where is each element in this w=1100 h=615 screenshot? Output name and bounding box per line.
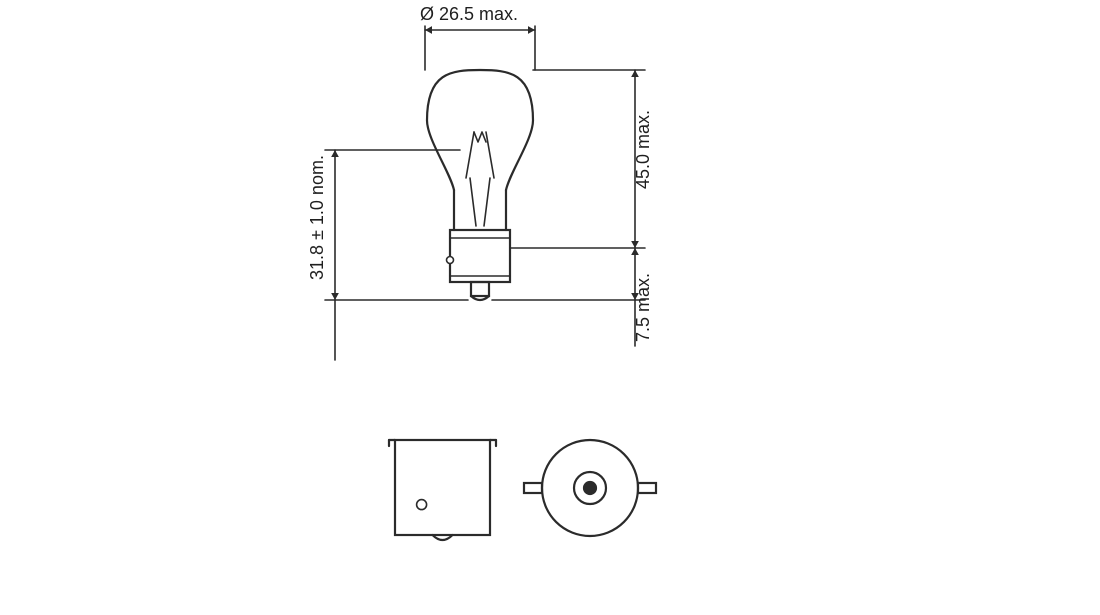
dim-filament-label: 31.8 ± 1.0 nom. xyxy=(307,155,327,280)
diagram-stage: Ø 26.5 max. 45.0 max. 7.5 max. 31.8 ± 1.0 n… xyxy=(0,0,1100,615)
dim-diameter-label: Ø 26.5 max. xyxy=(420,4,518,24)
base-side-view xyxy=(395,440,490,535)
diagram-svg: Ø 26.5 max. 45.0 max. 7.5 max. 31.8 ± 1.0 n… xyxy=(0,0,1100,615)
bulb-glass xyxy=(427,70,533,190)
dim-height-total-label: 45.0 max. xyxy=(633,110,653,189)
dim-height-base-label: 7.5 max. xyxy=(633,273,653,342)
